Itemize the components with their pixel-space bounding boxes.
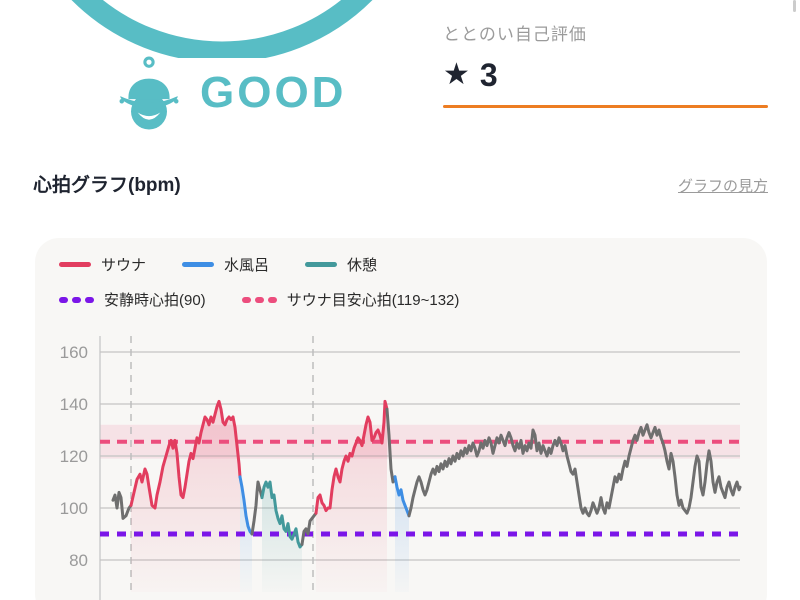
rest-line-swatch [305, 262, 338, 267]
chart-legend: サウナ 水風呂 休憩 安静時心拍(90) サウナ目安心拍(1 [35, 238, 767, 310]
mood-label: GOOD [200, 68, 347, 117]
legend-row-thresholds: 安静時心拍(90) サウナ目安心拍(119~132) [59, 289, 767, 310]
rating-value-line: ★ 3 [443, 59, 768, 91]
legend-label: 休憩 [347, 257, 378, 274]
svg-text:100: 100 [60, 499, 88, 518]
cold-bath-line-swatch [182, 262, 215, 267]
page-title: 心拍グラフ(bpm) [33, 175, 181, 196]
svg-text:140: 140 [60, 395, 88, 414]
heart-rate-chart: 160 140 120 100 80 [60, 336, 742, 600]
legend-row-phases: サウナ 水風呂 休憩 [59, 254, 767, 275]
heart-rate-card: サウナ 水風呂 休憩 安静時心拍(90) サウナ目安心拍(1 [35, 238, 767, 600]
scrollbar[interactable] [793, 0, 796, 12]
legend-item-sauna-target-hr: サウナ目安心拍(119~132) [241, 289, 460, 310]
legend-item-sauna: サウナ [59, 254, 146, 275]
star-icon: ★ [443, 58, 470, 91]
mood-gauge-arc [71, 0, 373, 58]
rating-label: ととのい自己評価 [443, 25, 587, 44]
legend-label: サウナ [101, 257, 147, 274]
legend-label: 水風呂 [224, 257, 270, 274]
svg-text:160: 160 [60, 343, 88, 362]
graph-help-link[interactable]: グラフの見方 [677, 178, 768, 195]
legend-item-rest: 休憩 [305, 254, 377, 275]
legend-label: 安静時心拍(90) [104, 292, 206, 309]
sauna-target-dots-swatch [241, 296, 277, 303]
rating-value: 3 [479, 57, 498, 93]
svg-text:80: 80 [69, 551, 88, 570]
sauna-hat-icon [119, 56, 179, 130]
sauna-line-swatch [59, 262, 91, 267]
rating-underline [443, 105, 768, 108]
legend-label: サウナ目安心拍(119~132) [286, 292, 460, 309]
mood-result: GOOD [118, 56, 346, 130]
legend-item-cold-bath: 水風呂 [182, 254, 269, 275]
self-rating-block: ととのい自己評価 ★ 3 [443, 20, 768, 108]
legend-item-resting-hr: 安静時心拍(90) [59, 289, 206, 310]
resting-hr-dots-swatch [59, 296, 94, 303]
svg-text:120: 120 [60, 447, 88, 466]
